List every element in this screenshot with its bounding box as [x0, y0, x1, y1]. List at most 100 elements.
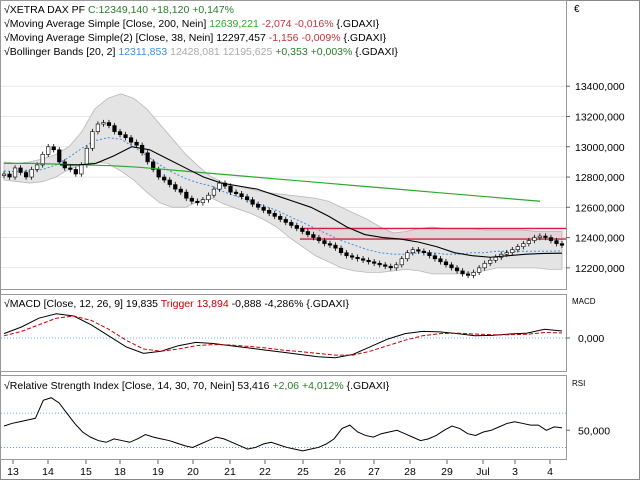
macd-panel — [0, 294, 567, 372]
svg-text:√MACD [Close, 12, 26, 9]: √MACD [Close, 12, 26, 9] 19,835 Trigger … — [4, 298, 349, 310]
candle-body — [460, 270, 465, 275]
macd-lines — [1, 313, 566, 359]
rsi-lines — [1, 397, 566, 452]
candle-body — [300, 228, 305, 232]
candle-body — [184, 191, 189, 199]
bollinger-middle-line — [3, 137, 563, 255]
candle-body — [29, 169, 34, 178]
candle-body — [206, 194, 211, 201]
resistance-band — [300, 227, 566, 240]
candle-body — [73, 169, 78, 175]
candle-body — [7, 173, 12, 178]
macd-axis-label: MACD — [572, 297, 596, 306]
price-tick-label: 12600,000 — [575, 202, 625, 214]
legend-checkmark: √ — [4, 380, 10, 392]
candle-body — [106, 122, 112, 126]
price-tick-label: 12200,000 — [575, 263, 625, 275]
candle-body — [521, 243, 526, 247]
candle-body — [156, 169, 161, 178]
candle-body — [57, 149, 62, 163]
macd-line — [3, 313, 563, 359]
candle-body — [173, 184, 178, 190]
legend-checkmark: √ — [4, 298, 10, 310]
candle-body — [233, 191, 239, 194]
rsi-line — [3, 397, 563, 452]
currency-label: € — [574, 4, 580, 15]
x-tick-label: 13 — [7, 466, 19, 478]
candle-body — [200, 199, 205, 204]
candle-body — [250, 199, 255, 205]
candle-body — [35, 164, 40, 170]
candle-body — [178, 188, 183, 193]
candle-body — [128, 137, 134, 143]
candle-body — [366, 259, 371, 263]
candle-body — [344, 252, 349, 257]
candle-body — [12, 167, 18, 178]
candle-body — [532, 237, 537, 241]
candle-body — [482, 262, 487, 269]
x-tick-label: 29 — [441, 466, 453, 478]
candle-body — [554, 240, 559, 244]
candle-body — [394, 264, 399, 269]
candle-body — [79, 164, 84, 175]
candle-body — [427, 252, 432, 257]
candle-body — [515, 246, 520, 250]
candle-body — [454, 267, 460, 272]
candle-body — [548, 237, 554, 241]
x-axis: 13 14 15 18 19 20 21 22 25 26 27 28 29 Jul 3 4 — [7, 460, 553, 478]
candle-body — [327, 243, 333, 246]
candle-body — [322, 240, 327, 244]
legend-checkmark: √ — [4, 4, 10, 16]
candle-body — [504, 252, 509, 255]
price-legend: √XETRA DAX PF C:12349,140 +18,120 +0,147… — [4, 4, 398, 58]
x-tick-label: 21 — [224, 466, 236, 478]
legend-row-0: √XETRA DAX PF C:12349,140 +18,120 +0,147… — [4, 4, 234, 16]
x-tick-label: 19 — [152, 466, 164, 478]
candle-body — [488, 259, 493, 264]
candle-body — [372, 261, 377, 264]
candle-body — [349, 255, 355, 258]
candle-body — [405, 252, 410, 260]
legend-checkmark: √ — [4, 18, 10, 30]
candle-body — [151, 161, 156, 170]
candle-body — [84, 147, 89, 166]
x-tick-label: 22 — [259, 466, 271, 478]
candle-body — [543, 235, 548, 238]
candle-body — [228, 185, 233, 193]
candles — [1, 119, 565, 279]
candle-body — [112, 125, 117, 132]
candle-body — [244, 196, 250, 201]
candle-body — [40, 154, 45, 166]
x-tick-label: 18 — [114, 466, 126, 478]
macd-legend: √MACD [Close, 12, 26, 9] 19,835 Trigger … — [4, 298, 349, 310]
candle-body — [18, 167, 23, 173]
x-tick-label: Jul — [476, 466, 489, 478]
candle-body — [95, 123, 101, 132]
candle-body — [526, 240, 531, 244]
candle-body — [410, 249, 415, 254]
rsi-panel — [0, 375, 567, 460]
candle-body — [316, 237, 322, 241]
candle-body — [383, 264, 388, 267]
candle-body — [294, 225, 299, 229]
legend-row-3: √Bollinger Bands [20, 2] 12311,853 12428… — [4, 46, 398, 58]
candle-body — [333, 244, 338, 249]
candle-body — [443, 261, 449, 266]
candle-body — [338, 247, 344, 254]
candle-body — [68, 167, 73, 170]
legend-row-2: √Moving Average Simple(2) [Close, 38, Ne… — [4, 32, 387, 44]
candle-body — [449, 264, 454, 269]
candle-body — [256, 203, 261, 208]
candle-body — [493, 256, 498, 261]
price-tick-label: 13200,000 — [575, 111, 625, 123]
candle-body — [465, 273, 471, 276]
candle-body — [117, 131, 123, 135]
x-tick-label: 15 — [80, 466, 92, 478]
candle-body — [261, 206, 266, 211]
svg-text:√Relative Strength Index [Clos: √Relative Strength Index [Close, 14, 30,… — [4, 380, 390, 392]
y-axis: 13400,000 13200,000 13000,000 12800,000 1260… — [566, 81, 625, 437]
candle-body — [311, 234, 316, 238]
candle-body — [189, 197, 194, 202]
candle-body — [305, 231, 310, 235]
